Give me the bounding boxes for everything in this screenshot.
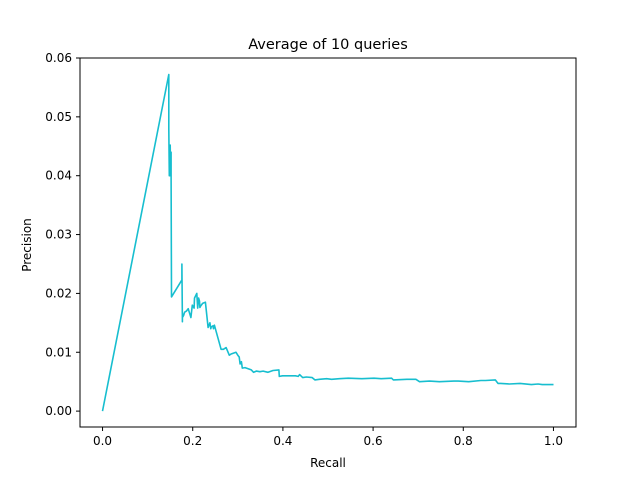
x-tick-label: 0.4 — [273, 434, 292, 448]
x-tick-label: 1.0 — [544, 434, 563, 448]
y-tick-label: 0.05 — [45, 110, 72, 124]
axes-frame — [79, 57, 577, 428]
series-line-0 — [101, 73, 554, 412]
chart-title: Average of 10 queries — [248, 37, 408, 53]
plot-area: 0.0 0.2 0.4 0.6 0.8 1.0 0.00 0.01 0.02 0.03 0.04 0.… — [45, 51, 577, 448]
y-tick-label: 0.01 — [45, 345, 72, 359]
x-tick-label: 0.8 — [454, 434, 473, 448]
y-axis-label: Precision — [20, 218, 34, 272]
y-tick-label: 0.02 — [45, 286, 72, 300]
y-tick-label: 0.04 — [45, 169, 72, 183]
y-tick-label: 0.03 — [45, 228, 72, 242]
x-axis-label: Recall — [310, 456, 346, 470]
y-tick-label: 0.06 — [45, 51, 72, 65]
y-tick-label: 0.00 — [45, 404, 72, 418]
x-tick-label: 0.6 — [364, 434, 383, 448]
x-tick-label: 0.0 — [93, 434, 112, 448]
x-tick-label: 0.2 — [183, 434, 202, 448]
